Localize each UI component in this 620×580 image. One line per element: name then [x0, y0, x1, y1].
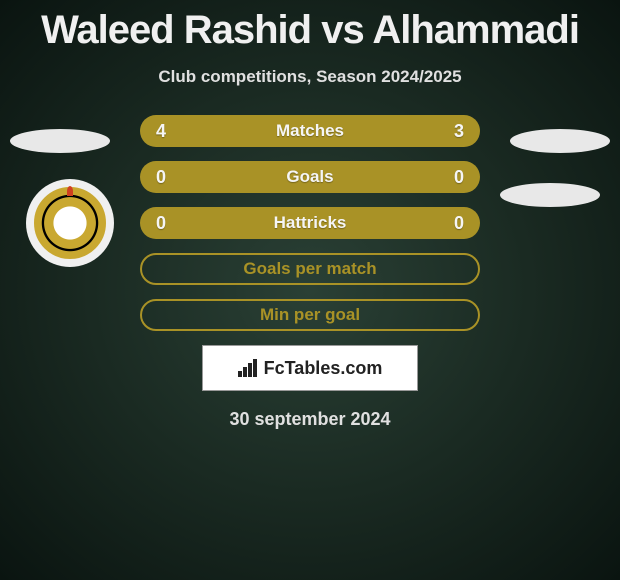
stat-row-goals: 0 Goals 0 [140, 161, 480, 193]
right-team-placeholder-1 [510, 129, 610, 153]
stat-label: Goals per match [188, 259, 432, 279]
stat-label: Matches [186, 121, 434, 141]
torch-icon [67, 186, 73, 196]
stat-label: Hattricks [186, 213, 434, 233]
subtitle: Club competitions, Season 2024/2025 [0, 67, 620, 87]
stat-left-value: 0 [156, 167, 186, 188]
stat-right-value: 3 [434, 121, 464, 142]
right-team-placeholder-2 [500, 183, 600, 207]
brand-text: FcTables.com [264, 358, 383, 379]
brand-box: FcTables.com [202, 345, 418, 391]
stat-row-matches: 4 Matches 3 [140, 115, 480, 147]
left-club-logo [26, 179, 114, 267]
stat-label: Min per goal [188, 305, 432, 325]
bar-chart-icon [238, 359, 260, 377]
page-title: Waleed Rashid vs Alhammadi [0, 0, 620, 53]
left-team-placeholder-1 [10, 129, 110, 153]
stat-row-gpm: Goals per match [140, 253, 480, 285]
stat-right-value: 0 [434, 213, 464, 234]
snapshot-date: 30 september 2024 [0, 409, 620, 430]
stat-right-value: 0 [434, 167, 464, 188]
comparison-content: 4 Matches 3 0 Goals 0 0 Hattricks 0 Goal… [0, 115, 620, 430]
stat-left-value: 4 [156, 121, 186, 142]
club-logo-inner [34, 187, 106, 259]
stat-left-value: 0 [156, 213, 186, 234]
stat-row-mpg: Min per goal [140, 299, 480, 331]
stat-bars: 4 Matches 3 0 Goals 0 0 Hattricks 0 Goal… [140, 115, 480, 331]
stat-row-hattricks: 0 Hattricks 0 [140, 207, 480, 239]
stat-label: Goals [186, 167, 434, 187]
